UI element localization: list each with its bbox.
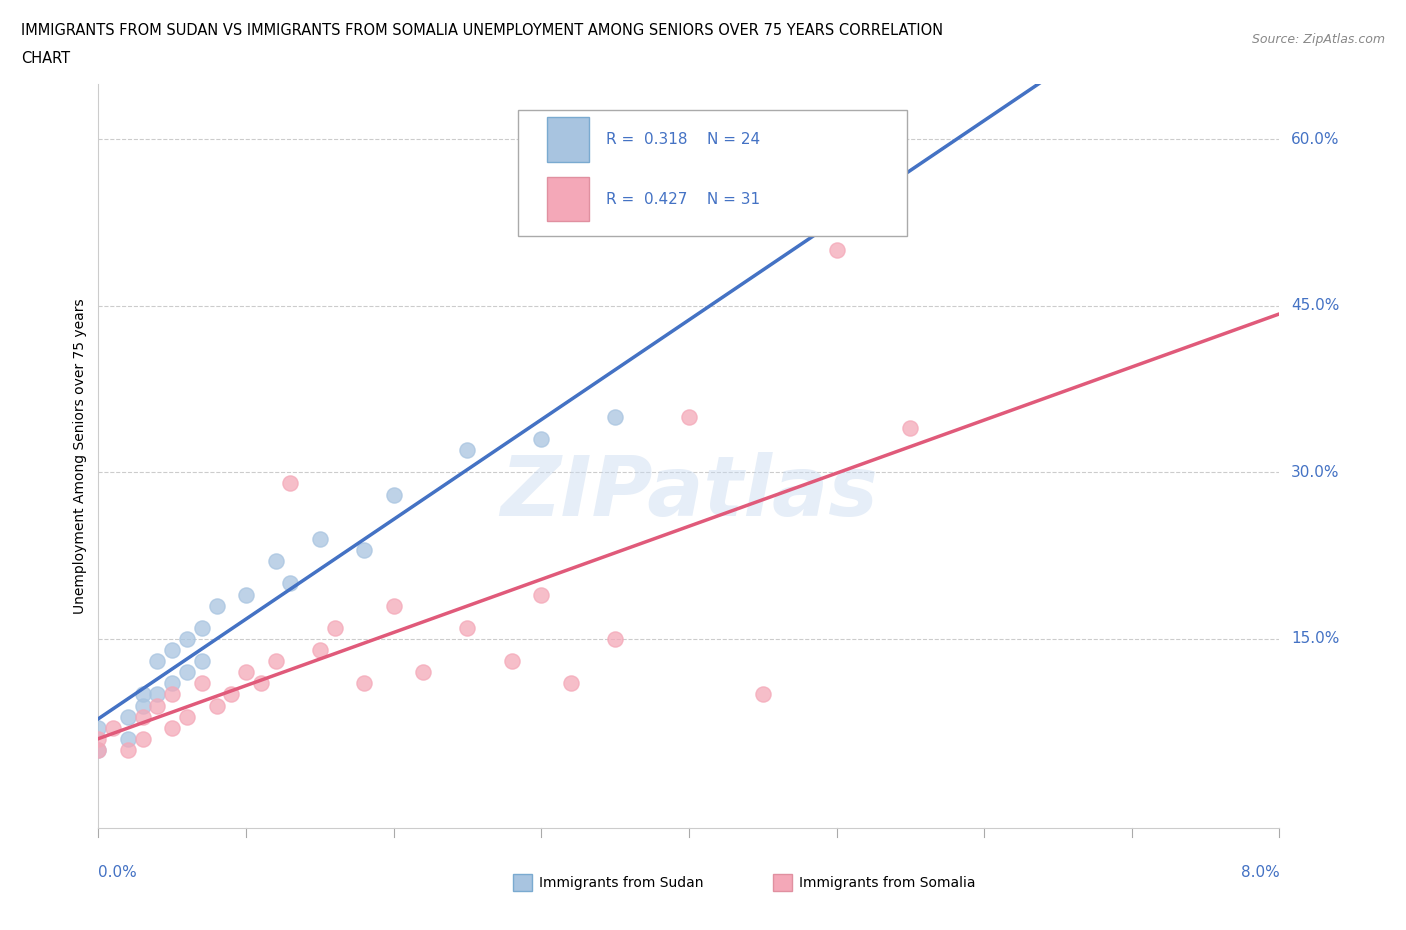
Point <box>353 676 375 691</box>
Point <box>191 654 214 669</box>
Point <box>456 620 478 635</box>
Point <box>382 487 405 502</box>
Point <box>176 710 198 724</box>
Y-axis label: Unemployment Among Seniors over 75 years: Unemployment Among Seniors over 75 years <box>73 298 87 614</box>
Point <box>146 654 169 669</box>
Text: ZIPatlas: ZIPatlas <box>501 452 877 534</box>
Text: 8.0%: 8.0% <box>1240 865 1279 880</box>
Point <box>117 710 139 724</box>
Point <box>382 598 405 613</box>
Point <box>132 687 155 702</box>
Point <box>235 587 257 602</box>
Point <box>308 643 332 658</box>
Point <box>87 721 110 736</box>
Text: R =  0.427    N = 31: R = 0.427 N = 31 <box>606 192 761 206</box>
Text: CHART: CHART <box>21 51 70 66</box>
Point <box>825 243 848 258</box>
Point <box>278 576 301 591</box>
Point <box>323 620 346 635</box>
Point <box>162 687 183 702</box>
Point <box>132 731 155 746</box>
FancyBboxPatch shape <box>517 110 907 236</box>
Text: IMMIGRANTS FROM SUDAN VS IMMIGRANTS FROM SOMALIA UNEMPLOYMENT AMONG SENIORS OVER: IMMIGRANTS FROM SUDAN VS IMMIGRANTS FROM… <box>21 23 943 38</box>
Point <box>162 643 183 658</box>
Text: 0.0%: 0.0% <box>98 865 138 880</box>
Point <box>162 721 183 736</box>
Point <box>250 676 273 691</box>
Point <box>278 476 301 491</box>
Point <box>162 676 183 691</box>
Point <box>205 598 228 613</box>
Point <box>530 432 553 446</box>
Text: Immigrants from Sudan: Immigrants from Sudan <box>540 875 703 890</box>
Text: 45.0%: 45.0% <box>1291 299 1340 313</box>
Point <box>605 409 627 424</box>
Point <box>132 698 155 713</box>
Point <box>751 687 773 702</box>
Point <box>456 443 478 458</box>
Bar <box>547 177 589 221</box>
Text: 60.0%: 60.0% <box>1291 132 1340 147</box>
Text: Source: ZipAtlas.com: Source: ZipAtlas.com <box>1251 33 1385 46</box>
Point <box>264 654 287 669</box>
Point <box>103 721 124 736</box>
Point <box>205 698 228 713</box>
Point <box>412 665 434 680</box>
Point <box>605 631 627 646</box>
Point <box>176 665 198 680</box>
Point <box>353 542 375 557</box>
Point <box>560 676 582 691</box>
Point <box>117 742 139 757</box>
Point <box>132 710 155 724</box>
Text: R =  0.318    N = 24: R = 0.318 N = 24 <box>606 132 761 147</box>
Point <box>87 742 110 757</box>
Bar <box>547 117 589 162</box>
Point <box>219 687 242 702</box>
Point <box>87 742 110 757</box>
Point <box>678 409 700 424</box>
Point <box>191 620 214 635</box>
Point <box>530 587 553 602</box>
Point <box>146 687 169 702</box>
Point <box>191 676 214 691</box>
Point <box>176 631 198 646</box>
Point <box>501 654 523 669</box>
Point <box>146 698 169 713</box>
Point <box>898 420 921 435</box>
Point <box>117 731 139 746</box>
Point <box>264 553 287 568</box>
Text: Immigrants from Somalia: Immigrants from Somalia <box>799 875 976 890</box>
Point <box>235 665 257 680</box>
Point <box>87 731 110 746</box>
Point <box>308 532 332 547</box>
Text: 30.0%: 30.0% <box>1291 465 1340 480</box>
Text: 15.0%: 15.0% <box>1291 631 1340 646</box>
